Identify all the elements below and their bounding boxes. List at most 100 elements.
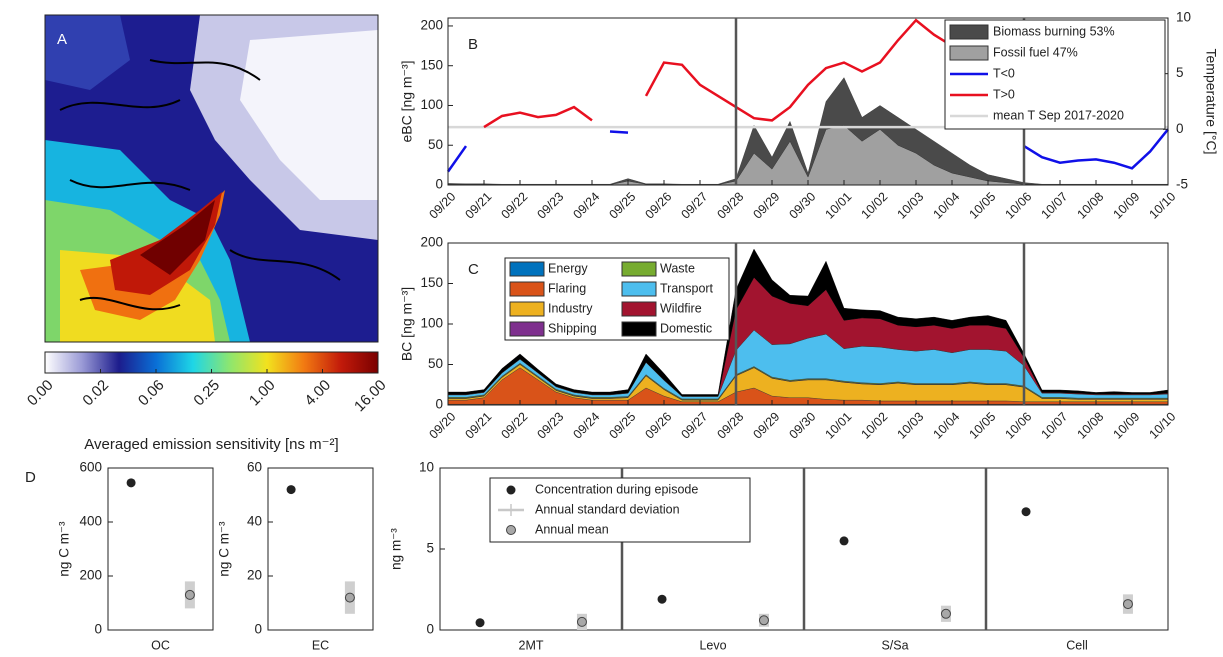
mean-dot <box>576 616 587 627</box>
colorbar-tick-label: 4.00 <box>301 377 334 410</box>
legend-label: Shipping <box>548 321 597 335</box>
x-tick-label: S/Sa <box>881 638 908 652</box>
legend-label: T>0 <box>993 87 1015 101</box>
episode-dot <box>839 536 849 546</box>
legend-swatch <box>949 24 989 40</box>
x-tick-label: OC <box>151 638 170 652</box>
legend-swatch <box>506 525 516 535</box>
y-tick-label: 5 <box>426 541 434 556</box>
x-tick-label: 09/26 <box>642 410 674 442</box>
x-tick-label: 10/05 <box>966 410 998 442</box>
x-tick-label: 10/05 <box>966 190 998 222</box>
y2-axis-label: Temperature [°C] <box>1203 49 1219 155</box>
x-tick-label: 2MT <box>519 638 544 652</box>
legend-box <box>489 477 751 543</box>
x-tick-label: 10/08 <box>1074 190 1106 222</box>
legend-swatch <box>621 281 657 297</box>
y-axis-label: eBC [ng m⁻³] <box>399 60 415 142</box>
x-tick-label: 09/28 <box>714 190 746 222</box>
colorbar-label: Averaged emission sensitivity [ns m⁻²] <box>84 436 338 453</box>
y-axis-label: BC [ng m⁻³] <box>399 287 415 361</box>
x-tick-label: 10/01 <box>822 190 854 222</box>
y-tick-label: 0 <box>94 622 102 637</box>
y-tick-label: 200 <box>420 235 443 250</box>
x-tick-label: 09/25 <box>606 190 638 222</box>
y-tick-label: 200 <box>420 18 443 33</box>
x-tick-label: 10/06 <box>1002 410 1034 442</box>
legend-label: T<0 <box>993 66 1015 80</box>
y-tick-label: 200 <box>79 568 102 583</box>
y-tick-label: 10 <box>419 460 434 475</box>
y-tick-label: 400 <box>79 514 102 529</box>
x-tick-label: 09/24 <box>570 190 602 222</box>
x-tick-label: 10/07 <box>1038 410 1070 442</box>
y-tick-label: 40 <box>247 514 262 529</box>
x-tick-label: 10/01 <box>822 410 854 442</box>
episode-dot <box>657 594 667 604</box>
x-tick-label: 09/20 <box>426 410 458 442</box>
legend-swatch <box>506 485 516 495</box>
x-tick-label: 10/03 <box>894 410 926 442</box>
y2-tick-label: 10 <box>1176 10 1191 25</box>
x-tick-label: 09/24 <box>570 410 602 442</box>
y-axis-label: ng m⁻³ <box>389 528 404 570</box>
y-tick-label: 600 <box>79 460 102 475</box>
x-tick-label: Levo <box>699 638 726 652</box>
x-tick-label: 09/27 <box>678 410 710 442</box>
x-tick-label: 09/27 <box>678 190 710 222</box>
x-tick-label: 10/04 <box>930 410 962 442</box>
plot-frame <box>107 467 214 631</box>
y-tick-label: 50 <box>428 356 443 371</box>
episode-dot <box>1021 507 1031 517</box>
y-tick-label: 60 <box>247 460 262 475</box>
x-tick-label: 09/20 <box>426 190 458 222</box>
legend-swatch <box>621 321 657 337</box>
line <box>483 18 1008 129</box>
y2-tick-label: 0 <box>1176 121 1184 136</box>
legend-label: Annual mean <box>535 522 609 536</box>
x-tick-label: 09/22 <box>498 410 530 442</box>
x-tick-label: 09/28 <box>714 410 746 442</box>
line <box>446 128 1169 173</box>
x-tick-label: 10/04 <box>930 190 962 222</box>
x-tick-label: 10/03 <box>894 190 926 222</box>
x-tick-label: 09/30 <box>786 410 818 442</box>
y-tick-label: 0 <box>435 397 443 412</box>
colorbar-tick-label: 0.06 <box>135 377 168 410</box>
y-tick-label: 0 <box>435 177 443 192</box>
legend-swatch <box>509 281 545 297</box>
legend-label: Flaring <box>548 281 586 295</box>
episode-dot <box>286 485 296 495</box>
mean-dot <box>1122 599 1133 610</box>
legend-swatch <box>621 301 657 317</box>
y-axis-label: ng C m⁻³ <box>217 521 232 577</box>
legend-label: Biomass burning 53% <box>993 24 1115 38</box>
x-tick-label: 09/26 <box>642 190 674 222</box>
x-tick-label: 10/09 <box>1110 410 1142 442</box>
legend-swatch <box>621 261 657 277</box>
map <box>45 15 378 342</box>
x-tick-label: 10/08 <box>1074 410 1106 442</box>
y-tick-label: 0 <box>426 622 434 637</box>
x-tick-label: 09/29 <box>750 190 782 222</box>
x-tick-label: 09/23 <box>534 190 566 222</box>
x-tick-label: 10/10 <box>1146 410 1178 442</box>
legend-label: Industry <box>548 301 593 315</box>
colorbar-tick-label: 0.00 <box>24 377 57 410</box>
x-tick-label: 10/09 <box>1110 190 1142 222</box>
legend-label: Concentration during episode <box>535 482 698 496</box>
y-tick-label: 50 <box>428 137 443 152</box>
colorbar-tick-label: 0.02 <box>79 377 112 410</box>
legend-label: Waste <box>660 261 695 275</box>
legend-label: Domestic <box>660 321 712 335</box>
mean-dot <box>940 608 951 619</box>
y-tick-label: 150 <box>420 57 443 72</box>
y-tick-label: 150 <box>420 275 443 290</box>
panel-label: A <box>57 31 67 48</box>
x-tick-label: 09/29 <box>750 410 782 442</box>
y-tick-label: 100 <box>420 316 443 331</box>
x-tick-label: 09/23 <box>534 410 566 442</box>
x-tick-label: Cell <box>1066 638 1088 652</box>
map-frame <box>44 14 379 343</box>
